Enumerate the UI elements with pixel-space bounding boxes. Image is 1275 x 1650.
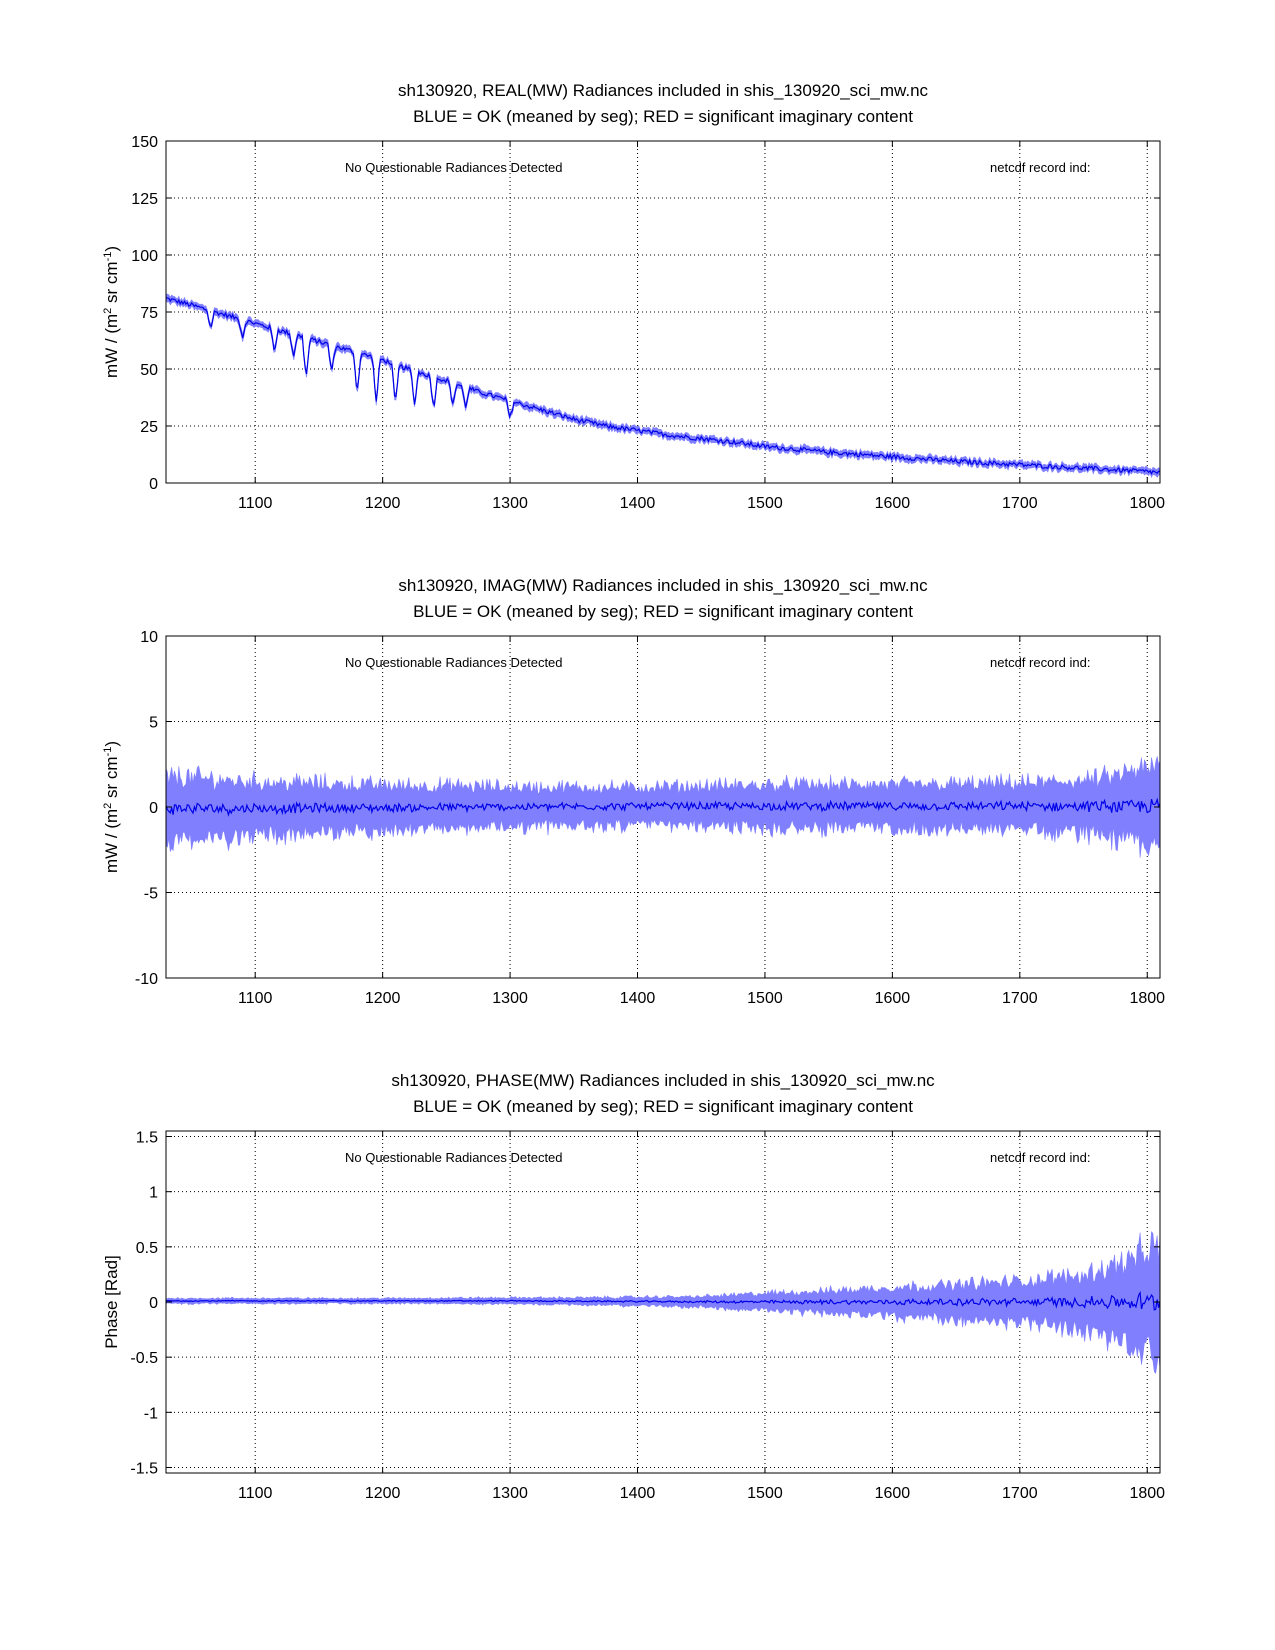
y-tick-label: 0 bbox=[149, 476, 158, 493]
plot-area bbox=[165, 756, 1161, 858]
chart-title: sh130920, PHASE(MW) Radiances included i… bbox=[391, 1071, 935, 1090]
chart-title: sh130920, IMAG(MW) Radiances included in… bbox=[398, 576, 928, 595]
y-tick-label: 125 bbox=[131, 191, 158, 208]
x-tick-label: 1100 bbox=[238, 495, 273, 512]
y-tick-label: 100 bbox=[131, 248, 158, 265]
y-tick-label: 1 bbox=[149, 1185, 158, 1202]
y-tick-label: 75 bbox=[140, 305, 158, 322]
x-tick-label: 1800 bbox=[1129, 990, 1165, 1007]
x-tick-label: 1700 bbox=[1002, 495, 1038, 512]
y-tick-label: -0.5 bbox=[130, 1350, 158, 1367]
radiance-spread-band bbox=[165, 756, 1161, 858]
annotation-no-questionable: No Questionable Radiances Detected bbox=[345, 655, 563, 670]
y-tick-label: -5 bbox=[144, 886, 158, 903]
y-axis-label: mW / (m2 sr cm-1) bbox=[102, 246, 121, 378]
x-tick-label: 1300 bbox=[492, 1485, 528, 1502]
y-axis-label: mW / (m2 sr cm-1) bbox=[102, 741, 121, 873]
x-tick-label: 1600 bbox=[875, 1485, 911, 1502]
y-tick-label: 150 bbox=[131, 134, 158, 151]
plot-area bbox=[165, 1231, 1161, 1374]
x-tick-label: 1300 bbox=[492, 495, 528, 512]
chart-subtitle: BLUE = OK (meaned by seg); RED = signifi… bbox=[413, 602, 913, 621]
chart-panel-1: sh130920, REAL(MW) Radiances included in… bbox=[102, 81, 1165, 512]
x-tick-label: 1700 bbox=[1002, 1485, 1038, 1502]
y-tick-label: -1 bbox=[144, 1405, 158, 1422]
y-tick-label: -1.5 bbox=[130, 1460, 158, 1477]
y-tick-label: -10 bbox=[135, 971, 158, 988]
radiance-spread-band bbox=[165, 293, 1161, 479]
x-tick-label: 1200 bbox=[365, 1485, 401, 1502]
y-tick-label: 10 bbox=[140, 629, 158, 646]
annotation-no-questionable: No Questionable Radiances Detected bbox=[345, 160, 563, 175]
x-tick-label: 1400 bbox=[620, 1485, 656, 1502]
y-tick-label: 5 bbox=[149, 715, 158, 732]
y-tick-label: 0.5 bbox=[136, 1240, 158, 1257]
x-tick-label: 1600 bbox=[875, 495, 911, 512]
x-tick-label: 1200 bbox=[365, 990, 401, 1007]
mean-radiance-line bbox=[165, 297, 1161, 476]
y-tick-label: 25 bbox=[140, 419, 158, 436]
x-tick-label: 1800 bbox=[1129, 1485, 1165, 1502]
mean-radiance-line bbox=[165, 1290, 1161, 1311]
annotation-record-index: netcdf record ind: bbox=[990, 655, 1090, 670]
x-tick-label: 1100 bbox=[238, 990, 273, 1007]
y-tick-label: 1.5 bbox=[136, 1130, 158, 1147]
x-tick-label: 1800 bbox=[1129, 495, 1165, 512]
chart-subtitle: BLUE = OK (meaned by seg); RED = signifi… bbox=[413, 107, 913, 126]
y-tick-label: 0 bbox=[149, 1295, 158, 1312]
chart-subtitle: BLUE = OK (meaned by seg); RED = signifi… bbox=[413, 1097, 913, 1116]
x-tick-label: 1400 bbox=[620, 990, 656, 1007]
y-tick-label: 50 bbox=[140, 362, 158, 379]
mean-radiance-line bbox=[165, 797, 1161, 817]
annotation-record-index: netcdf record ind: bbox=[990, 1150, 1090, 1165]
x-tick-label: 1100 bbox=[238, 1485, 273, 1502]
chart-panel-2: sh130920, IMAG(MW) Radiances included in… bbox=[102, 576, 1165, 1007]
x-tick-label: 1500 bbox=[747, 1485, 783, 1502]
y-tick-label: 0 bbox=[149, 800, 158, 817]
x-tick-label: 1700 bbox=[1002, 990, 1038, 1007]
x-tick-label: 1500 bbox=[747, 990, 783, 1007]
x-tick-label: 1300 bbox=[492, 990, 528, 1007]
x-tick-label: 1600 bbox=[875, 990, 911, 1007]
x-tick-label: 1400 bbox=[620, 495, 656, 512]
x-tick-label: 1200 bbox=[365, 495, 401, 512]
y-axis-label: Phase [Rad] bbox=[102, 1255, 121, 1349]
annotation-no-questionable: No Questionable Radiances Detected bbox=[345, 1150, 563, 1165]
plot-area bbox=[165, 293, 1161, 479]
annotation-record-index: netcdf record ind: bbox=[990, 160, 1090, 175]
x-tick-label: 1500 bbox=[747, 495, 783, 512]
chart-panel-3: sh130920, PHASE(MW) Radiances included i… bbox=[102, 1071, 1165, 1502]
chart-title: sh130920, REAL(MW) Radiances included in… bbox=[398, 81, 929, 100]
